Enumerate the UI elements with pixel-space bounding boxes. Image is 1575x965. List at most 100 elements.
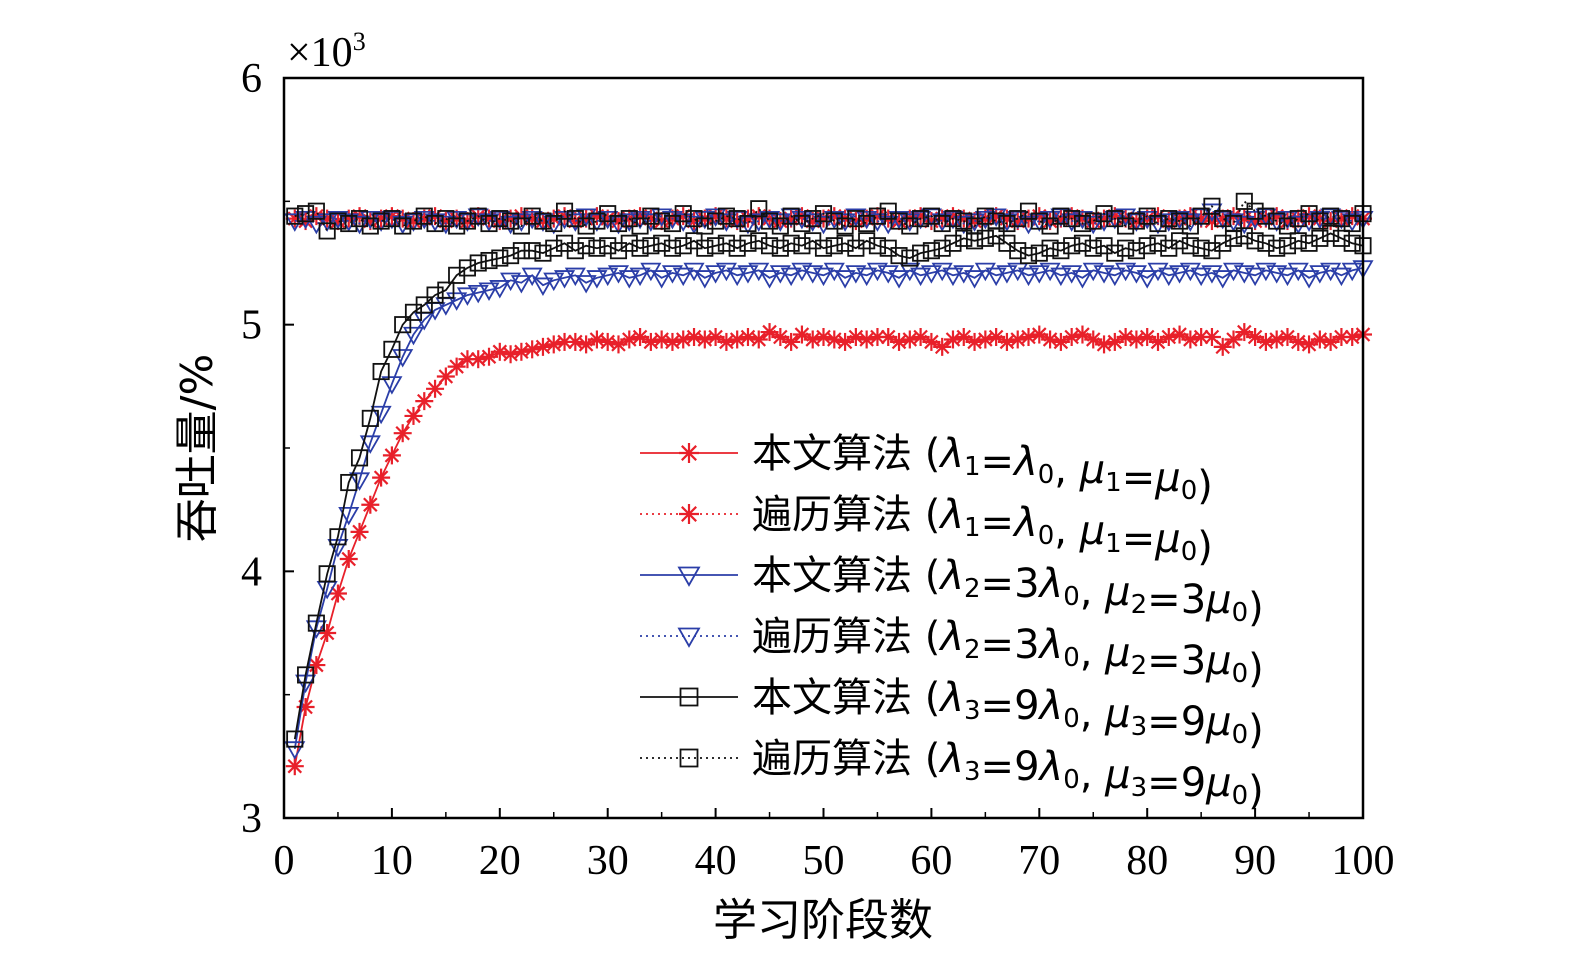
data-point xyxy=(426,286,444,304)
data-point xyxy=(1106,244,1124,262)
data-point xyxy=(597,267,619,287)
data-point xyxy=(728,330,747,349)
data-point xyxy=(1071,270,1094,289)
data-point xyxy=(847,210,865,228)
data-point xyxy=(435,215,457,235)
data-point xyxy=(825,237,843,255)
data-point xyxy=(490,342,509,361)
x-tick-label: 90 xyxy=(1234,838,1276,884)
data-point xyxy=(350,522,369,541)
y-multiplier-exponent: 3 xyxy=(353,27,366,56)
data-point xyxy=(544,335,563,354)
legend-label: 遍历算法 (λ2=3λ0, μ2=3μ0) xyxy=(752,614,1264,692)
legend-background xyxy=(632,423,1352,793)
data-point xyxy=(674,237,692,255)
data-point xyxy=(652,330,671,349)
data-point xyxy=(575,275,597,294)
x-tick-label: 30 xyxy=(587,838,629,884)
data-point xyxy=(543,215,565,235)
data-point xyxy=(545,214,563,233)
data-point xyxy=(618,270,640,289)
data-point xyxy=(510,275,532,294)
data-point xyxy=(1019,328,1038,346)
data-point xyxy=(458,259,476,277)
data-point xyxy=(328,584,347,603)
data-point xyxy=(944,234,962,252)
data-point xyxy=(888,270,910,289)
data-point xyxy=(1244,267,1266,287)
data-point xyxy=(1009,242,1027,260)
data-point xyxy=(1341,262,1363,282)
x-tick-label: 50 xyxy=(803,838,845,884)
data-point xyxy=(1343,214,1361,233)
data-point xyxy=(1309,210,1331,230)
data-point xyxy=(985,267,1007,287)
data-point xyxy=(868,237,886,255)
data-point xyxy=(1330,267,1352,287)
data-point xyxy=(448,217,466,235)
data-point xyxy=(523,242,541,260)
data-point xyxy=(933,239,951,257)
x-tick-label: 70 xyxy=(1018,838,1060,884)
y-tick-label: 5 xyxy=(241,303,262,349)
data-point xyxy=(814,328,833,346)
ticks-layer: 0 10 20 30 40 50 60 70 80 90 100 3 4 5 6 xyxy=(241,56,1395,884)
data-point xyxy=(446,292,468,311)
data-point xyxy=(631,239,649,257)
data-point xyxy=(1127,212,1145,230)
data-point xyxy=(598,332,617,351)
data-point xyxy=(491,210,509,228)
data-point xyxy=(750,200,768,218)
data-point xyxy=(1332,210,1350,228)
series-line xyxy=(294,199,1364,233)
data-point xyxy=(761,212,779,230)
data-point xyxy=(1278,237,1297,255)
y-axis-label: 吞吐量/% xyxy=(172,354,223,543)
data-point xyxy=(953,215,975,235)
data-point xyxy=(566,242,584,260)
data-point xyxy=(1117,217,1135,235)
data-point xyxy=(480,214,498,233)
data-point xyxy=(641,332,660,351)
data-point xyxy=(912,244,930,262)
data-point xyxy=(286,730,304,748)
data-point xyxy=(890,332,909,351)
data-point xyxy=(966,217,984,235)
data-point xyxy=(943,330,962,349)
data-point xyxy=(437,281,455,299)
data-point xyxy=(404,212,423,230)
data-point xyxy=(1192,207,1210,225)
data-point xyxy=(1104,210,1126,230)
data-point xyxy=(1181,217,1199,235)
data-point xyxy=(1017,215,1040,235)
data-point xyxy=(761,237,779,255)
data-point xyxy=(383,340,401,358)
data-point xyxy=(1276,267,1299,287)
legend: 本文算法 (λ1=λ0, μ1=μ0)遍历算法 (λ1=λ0, μ1=μ0)本文… xyxy=(632,423,1352,814)
data-point xyxy=(285,757,304,776)
data-point xyxy=(297,666,315,684)
legend-label: 本文算法 (λ1=λ0, μ1=μ0) xyxy=(752,431,1213,509)
data-point xyxy=(382,446,401,465)
data-point xyxy=(307,202,325,220)
data-point xyxy=(705,265,727,284)
data-point xyxy=(480,251,498,270)
data-point xyxy=(415,296,433,314)
data-point xyxy=(910,210,932,230)
data-point xyxy=(501,345,520,364)
data-point xyxy=(512,242,530,260)
data-point xyxy=(696,239,714,257)
data-point xyxy=(587,330,606,349)
data-point xyxy=(426,214,444,233)
data-point xyxy=(1158,213,1180,232)
data-point xyxy=(458,212,476,230)
data-point xyxy=(1224,330,1243,349)
data-point xyxy=(523,207,541,225)
data-point xyxy=(1246,202,1264,220)
data-point xyxy=(653,234,671,252)
data-point xyxy=(1073,234,1092,252)
legend-item: 本文算法 (λ3=9λ0, μ3=9μ0) xyxy=(640,675,1264,753)
data-point xyxy=(1224,214,1243,233)
legend-item: 本文算法 (λ1=λ0, μ1=μ0) xyxy=(640,431,1213,509)
data-point xyxy=(1095,335,1114,354)
